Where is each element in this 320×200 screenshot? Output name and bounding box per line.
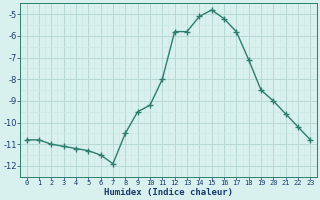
X-axis label: Humidex (Indice chaleur): Humidex (Indice chaleur) bbox=[104, 188, 233, 197]
